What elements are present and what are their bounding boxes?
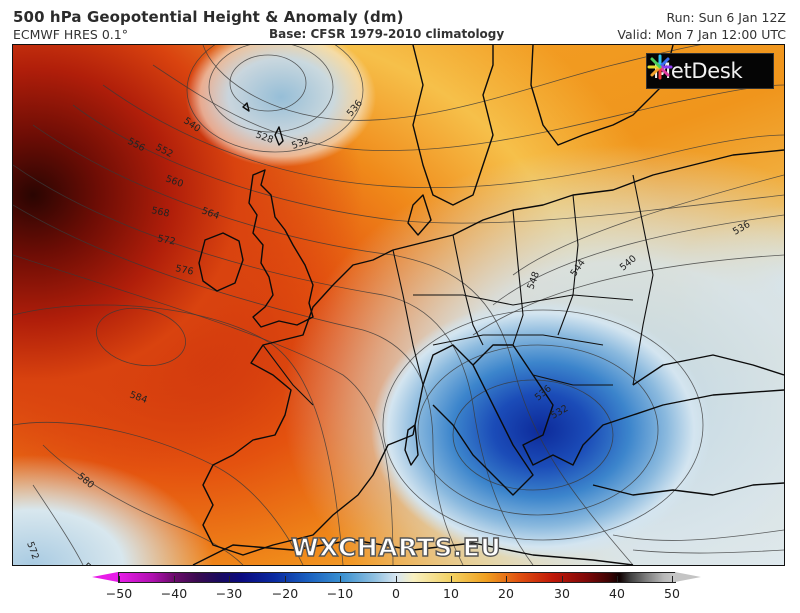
colorbar-tick-label: −40 bbox=[160, 586, 188, 601]
height-contours bbox=[13, 45, 784, 565]
weather-map: 540 552 556 560 564 568 572 576 528 532 … bbox=[12, 44, 785, 566]
colorbar-tick bbox=[506, 576, 507, 582]
chart-title: 500 hPa Geopotential Height & Anomaly (d… bbox=[13, 8, 404, 26]
anomaly-colorbar bbox=[118, 572, 676, 583]
colorbar-tick bbox=[396, 576, 397, 582]
svg-text:572: 572 bbox=[156, 233, 176, 248]
colorbar-tick-label: 50 bbox=[664, 586, 680, 601]
metdesk-starburst-icon bbox=[647, 54, 673, 80]
svg-text:556: 556 bbox=[126, 136, 147, 154]
metdesk-logo-text: MetDesk bbox=[653, 59, 743, 83]
colorbar-tick-label: −50 bbox=[105, 586, 133, 601]
colorbar-tick bbox=[617, 576, 618, 582]
wxcharts-watermark: WXCHARTS.EU bbox=[290, 532, 502, 562]
climatology-base-label: Base: CFSR 1979-2010 climatology bbox=[269, 27, 505, 41]
colorbar-tick bbox=[562, 576, 563, 582]
colorbar-tick-label: 10 bbox=[443, 586, 459, 601]
colorbar-tick bbox=[672, 576, 673, 582]
colorbar-tick-label: −10 bbox=[326, 586, 354, 601]
svg-text:576: 576 bbox=[81, 561, 102, 565]
metdesk-logo: MetDesk bbox=[646, 53, 774, 89]
svg-text:544: 544 bbox=[568, 258, 587, 279]
colorbar-tick-label: 40 bbox=[609, 586, 625, 601]
svg-text:572: 572 bbox=[24, 540, 41, 561]
colorbar-min-extend-arrow bbox=[92, 572, 118, 582]
colorbar-tick-label: 0 bbox=[392, 586, 400, 601]
colorbar-tick-label: 20 bbox=[498, 586, 514, 601]
colorbar-tick bbox=[119, 576, 120, 582]
country-borders bbox=[262, 174, 654, 406]
valid-time-label: Valid: Mon 7 Jan 12:00 UTC bbox=[617, 27, 786, 42]
colorbar-tick bbox=[229, 576, 230, 582]
colorbar-tick bbox=[285, 576, 286, 582]
colorbar-tick-label: −20 bbox=[271, 586, 299, 601]
run-time-label: Run: Sun 6 Jan 12Z bbox=[666, 10, 786, 25]
map-overlay: 540 552 556 560 564 568 572 576 528 532 … bbox=[13, 45, 784, 565]
svg-text:540: 540 bbox=[181, 115, 202, 134]
svg-text:548: 548 bbox=[525, 270, 542, 291]
svg-text:564: 564 bbox=[200, 205, 221, 222]
colorbar-tick-label: −30 bbox=[215, 586, 243, 601]
svg-text:552: 552 bbox=[154, 142, 175, 160]
colorbar-tick bbox=[174, 576, 175, 582]
colorbar-tick-label: 30 bbox=[554, 586, 570, 601]
coastlines bbox=[192, 45, 784, 565]
colorbar-max-extend-arrow bbox=[675, 572, 701, 582]
colorbar-tick bbox=[451, 576, 452, 582]
model-label: ECMWF HRES 0.1° bbox=[13, 27, 128, 42]
svg-text:536: 536 bbox=[731, 219, 752, 238]
svg-text:560: 560 bbox=[164, 173, 185, 190]
svg-text:584: 584 bbox=[128, 389, 149, 406]
svg-text:568: 568 bbox=[150, 205, 170, 220]
svg-text:576: 576 bbox=[174, 263, 194, 278]
colorbar-tick bbox=[340, 576, 341, 582]
svg-text:540: 540 bbox=[618, 253, 639, 273]
